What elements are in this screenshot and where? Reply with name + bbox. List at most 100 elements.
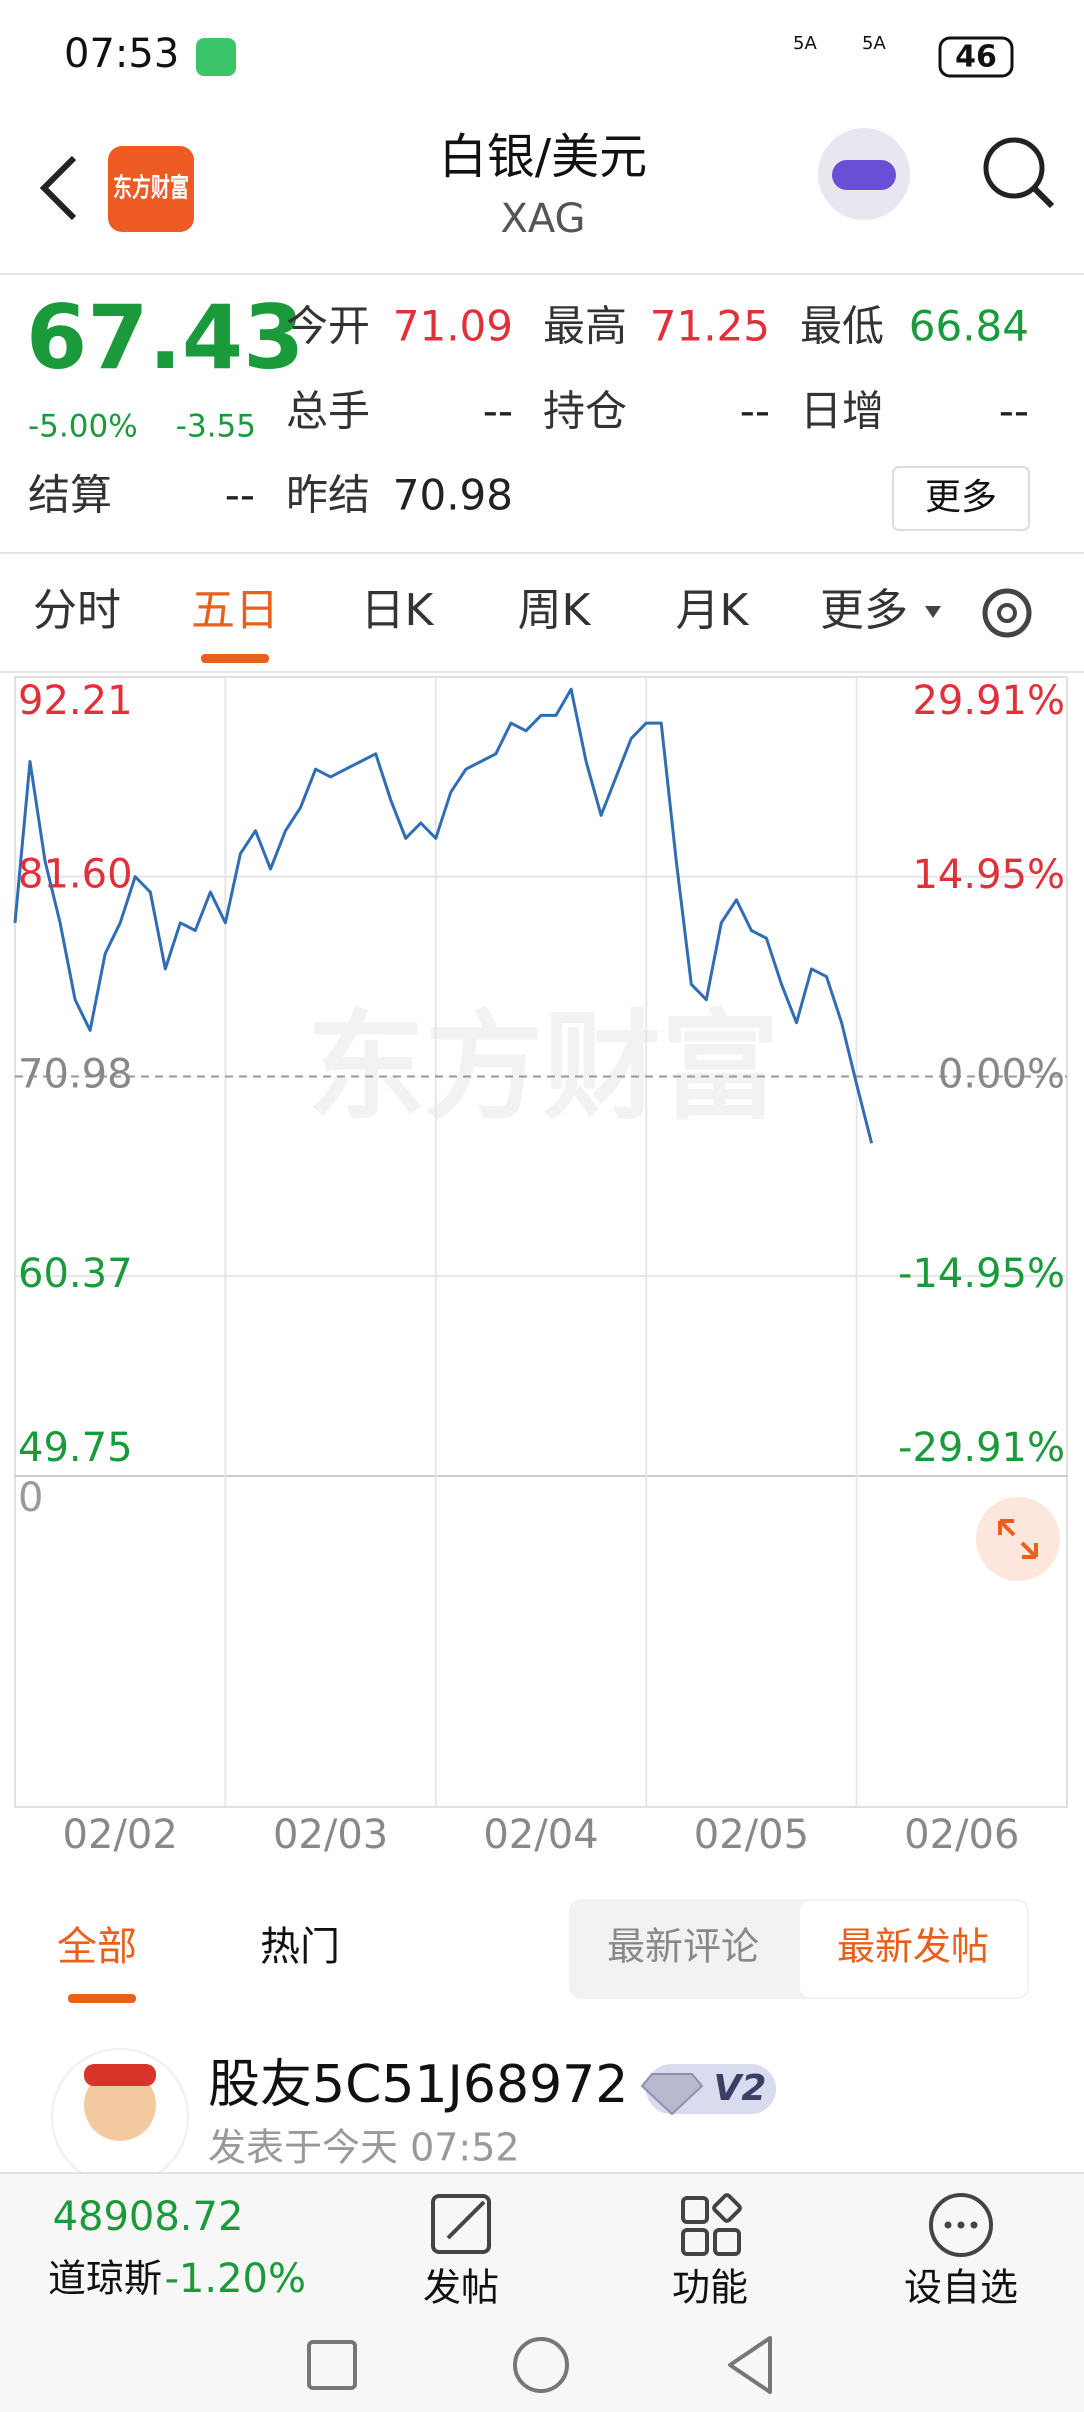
sort-active-bg [800, 1901, 1027, 1997]
avatar-face [84, 2069, 156, 2141]
x-tick-label: 02/06 [904, 1812, 1019, 1858]
y-tick-label: 49.75 [18, 1425, 133, 1471]
post-button-pen [446, 2200, 486, 2240]
y2-tick-label: 0.00% [938, 1052, 1065, 1098]
nav-home[interactable] [513, 2337, 569, 2393]
field-label: 持仓 [543, 387, 627, 436]
period-tabs: 分时 五日 日K 周K 月K 更多 [33, 585, 941, 663]
header-title: 白银/美元 [439, 129, 647, 185]
tab[interactable]: 分时 [33, 585, 121, 636]
tab-underline [201, 654, 269, 663]
bottom-button[interactable]: 设自选 [904, 2266, 1018, 2310]
header-subtitle: XAG [500, 196, 585, 242]
nav-recent[interactable] [307, 2340, 357, 2390]
bottom-button[interactable]: 发帖 [423, 2266, 499, 2310]
level-gem [640, 2073, 704, 2116]
y-tick-label: 60.37 [18, 1251, 133, 1297]
index-change: -1.20% [164, 2256, 306, 2302]
field-value: -- [740, 387, 770, 436]
index-name[interactable]: 道琼斯 [48, 2257, 162, 2301]
price-line [13, 687, 874, 1144]
x-tick-label: 02/02 [63, 1812, 178, 1858]
quote-fields: 今开 71.09 最高 71.25 最低 66.84 总手 -- 持仓 -- 日增 -- 结算 -- 昨结 7… [28, 302, 1029, 520]
y2-tick-label: -29.91% [898, 1425, 1065, 1471]
watch-icon [929, 2193, 993, 2257]
assistant-face [832, 160, 896, 190]
change-percent: -5.00% [28, 409, 138, 445]
field-label: 日增 [800, 387, 884, 436]
feed-tab[interactable]: 热门 [260, 1924, 340, 1970]
x-tick-label: 02/04 [483, 1812, 598, 1858]
chart: 东方财富 92.21 81.60 70.98 60.37 49.75 29.91% 14.9… [13, 676, 1068, 1858]
tab-dropdown [925, 606, 941, 618]
settings-button[interactable] [982, 588, 1032, 638]
watch-dot [957, 2221, 965, 2229]
tab-active[interactable]: 五日 [191, 585, 279, 636]
field-label: 最高 [543, 302, 627, 351]
tab[interactable]: 周K [518, 585, 592, 636]
volume-tick-label: 0 [18, 1475, 43, 1521]
sort-option-active[interactable]: 最新发帖 [837, 1925, 989, 1969]
bottom-button[interactable]: 功能 [672, 2266, 748, 2310]
field-label: 总手 [286, 387, 370, 436]
field-label: 昨结 [286, 471, 370, 520]
watch-dot [944, 2221, 952, 2229]
feed-tab-active[interactable]: 全部 [57, 1924, 137, 1970]
logo-text: 东方财富 [113, 173, 189, 204]
watermark: 东方财富 [307, 998, 779, 1136]
field-label: 结算 [28, 471, 112, 520]
more-button-label: 更多 [925, 477, 997, 518]
post-button-icon [431, 2194, 491, 2254]
x-tick-label: 02/05 [694, 1812, 809, 1858]
field-value: -- [999, 387, 1029, 436]
y2-tick-label: -14.95% [898, 1251, 1065, 1297]
tab[interactable]: 日K [361, 585, 435, 636]
field-label: 今开 [286, 302, 370, 351]
index-value[interactable]: 48908.72 [53, 2194, 244, 2240]
y-tick-label: 92.21 [18, 678, 133, 724]
function-icon [681, 2228, 709, 2256]
y-tick-label: 70.98 [18, 1052, 133, 1098]
level-label: V2 [714, 2068, 767, 2109]
field-label: 最低 [800, 302, 884, 351]
y2-tick-label: 29.91% [912, 678, 1065, 724]
status-network: 5A [793, 33, 817, 54]
search-button[interactable] [983, 137, 1045, 199]
status-icon [196, 38, 236, 76]
y-tick-label: 81.60 [18, 852, 133, 898]
field-value: 70.98 [393, 471, 513, 520]
avatar-hat [84, 2064, 156, 2086]
more-button[interactable] [892, 466, 1030, 531]
status-network: 5A [862, 33, 886, 54]
x-tick-label: 02/03 [273, 1812, 388, 1858]
field-value: -- [483, 387, 513, 436]
tab[interactable]: 更多 [820, 585, 908, 636]
price: 67.43 [26, 286, 304, 389]
field-value: 71.09 [393, 302, 513, 351]
post-time: 发表于今天 07:52 [208, 2126, 520, 2170]
change: -3.55 [176, 409, 256, 445]
battery-level: 46 [955, 40, 997, 75]
back-button[interactable] [39, 155, 77, 221]
field-value: 71.25 [650, 302, 770, 351]
status-time: 07:53 [64, 31, 179, 77]
chart-frame [14, 676, 1068, 1808]
expand-button[interactable] [976, 1497, 1060, 1581]
y2-tick-label: 14.95% [912, 852, 1065, 898]
tab[interactable]: 月K [676, 585, 750, 636]
logo[interactable] [108, 146, 194, 232]
field-value: 66.84 [909, 302, 1029, 351]
function-icon [681, 2196, 709, 2224]
post-user[interactable]: 股友5C51J68972 [208, 2055, 628, 2115]
battery [938, 36, 1014, 78]
bottom-bar [0, 2173, 1084, 2412]
watch-dot [970, 2221, 978, 2229]
search-handle [1031, 185, 1055, 209]
sort-option[interactable]: 最新评论 [607, 1925, 759, 1969]
settings-icon [997, 603, 1017, 623]
nav-back[interactable] [728, 2336, 772, 2394]
function-icon [713, 2228, 741, 2256]
feed-tab-underline [68, 1994, 136, 2003]
